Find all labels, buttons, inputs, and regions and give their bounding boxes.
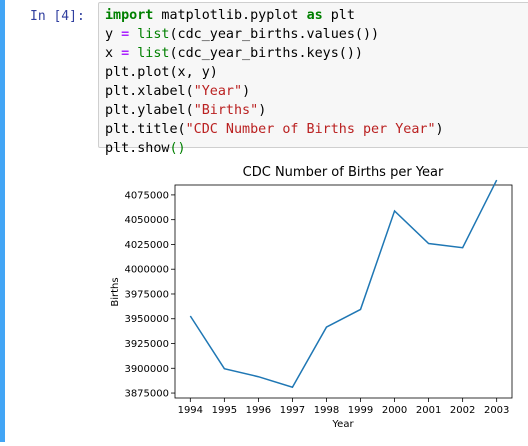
x-tick-label: 1998	[314, 405, 339, 416]
code-line-4: plt.plot(x, y)	[105, 65, 218, 80]
y-tick-label: 3900000	[124, 364, 169, 375]
x-tick-label: 2002	[450, 405, 475, 416]
code-line-3: x = list(cdc_year_births.keys())	[105, 46, 363, 61]
code-line-7: plt.title("CDC Number of Births per Year…	[105, 122, 444, 137]
cell-output: CDC Number of Births per Year 1994 1995 19…	[100, 158, 520, 442]
y-tick-label: 3975000	[124, 289, 169, 300]
y-tick-label: 4000000	[124, 265, 169, 276]
code-line-8: plt.show()	[105, 141, 186, 156]
chart-title: CDC Number of Births per Year	[243, 165, 444, 180]
x-tick-label: 1996	[246, 405, 271, 416]
y-axis-label: Births	[110, 277, 121, 306]
x-tick-label: 2001	[416, 405, 441, 416]
births-series-line	[189, 179, 498, 389]
x-tick-label: 1997	[280, 405, 305, 416]
y-tick-label: 4025000	[124, 240, 169, 251]
x-tick-label: 1994	[178, 405, 203, 416]
code-input-area[interactable]	[98, 2, 528, 148]
code-line-2: y = list(cdc_year_births.values())	[105, 27, 380, 42]
cell-selection-bar	[0, 0, 5, 442]
x-tick-label: 1995	[212, 405, 237, 416]
x-axis-label: Year	[331, 419, 354, 430]
x-tick-label: 1999	[348, 405, 373, 416]
x-axis-ticks: 1994 1995 1996 1997 1998 1999 2000 2001 2002 2003	[178, 398, 509, 416]
code-line-5: plt.xlabel("Year")	[105, 84, 251, 99]
births-line-chart: CDC Number of Births per Year 1994 1995 19…	[110, 165, 513, 430]
y-tick-label: 3925000	[124, 339, 169, 350]
y-axis-ticks: 3875000 3900000 3925000 3950000 3975000 40000…	[124, 190, 175, 400]
y-tick-label: 4075000	[124, 190, 169, 201]
plot-frame	[174, 184, 513, 399]
code-editor[interactable]: import matplotlib.pyplot as plt y = list…	[105, 6, 444, 158]
input-prompt: In [4]:	[30, 9, 85, 24]
y-tick-label: 3875000	[124, 389, 169, 400]
code-line-1: import matplotlib.pyplot as plt	[105, 8, 355, 23]
y-tick-label: 4050000	[124, 215, 169, 226]
code-line-6: plt.ylabel("Births")	[105, 103, 267, 118]
x-tick-label: 2003	[484, 405, 509, 416]
y-tick-label: 3950000	[124, 314, 169, 325]
x-tick-label: 2000	[382, 405, 407, 416]
